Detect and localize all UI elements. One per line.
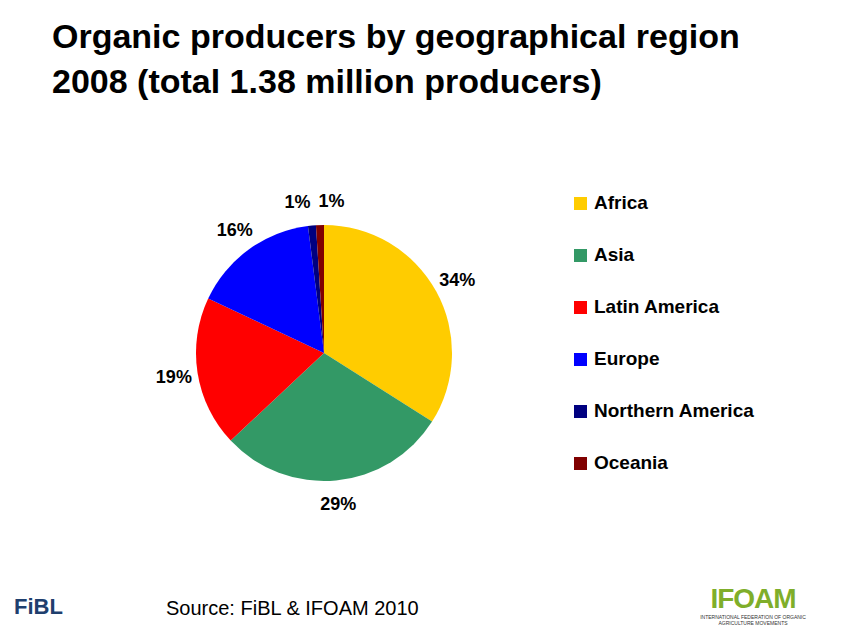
svg-text:16%: 16%	[217, 220, 253, 240]
svg-text:19%: 19%	[156, 367, 192, 387]
html-text:FiBL: FiBL	[14, 594, 63, 619]
svg-text:1%: 1%	[318, 191, 344, 211]
html-text:Source: FiBL & IFOAM 2010: Source: FiBL & IFOAM 2010	[166, 597, 419, 619]
html-text:Asia: Asia	[594, 244, 635, 265]
svg-text:1%: 1%	[284, 192, 310, 212]
html-text:Europe: Europe	[594, 348, 660, 369]
html-text:Latin America: Latin America	[594, 296, 719, 317]
svg-text:29%: 29%	[320, 494, 356, 514]
html-text:Africa: Africa	[594, 192, 648, 213]
html-text:INTERNATIONAL FEDERATION OF OR: INTERNATIONAL FEDERATION OF ORGANIC AGRI…	[700, 614, 806, 626]
html-text:IFOAM: IFOAM	[710, 583, 796, 614]
html-text:Oceania: Oceania	[594, 452, 668, 473]
html-text:Organic producers by geographi: Organic producers by geographical region…	[52, 17, 740, 100]
html-text:Northern America: Northern America	[594, 400, 754, 421]
svg-text:34%: 34%	[439, 270, 475, 290]
